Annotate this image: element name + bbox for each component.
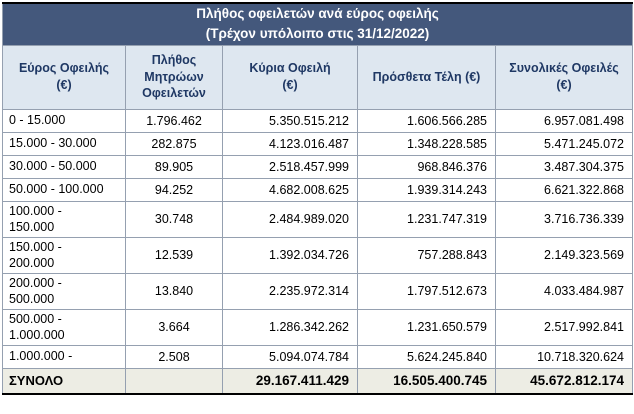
table-row: 0 - 15.000 1.796.462 5.350.515.212 1.606… [2,108,633,133]
principal-debt-cell: 1.392.034.726 [222,236,358,274]
table-row: 100.000 - 150.000 30.748 2.484.989.020 1… [2,200,633,238]
total-row: ΣΥΝΟΛΟ 29.167.411.429 16.505.400.745 45.… [2,367,633,395]
debtor-count-cell: 30.748 [125,200,223,238]
debt-range-cell: 50.000 - 100.000 [2,177,126,202]
total-debt-cell: 3.487.304.375 [495,154,633,179]
total-additional-fees-cell: 16.505.400.745 [357,367,496,395]
debt-range-cell: 150.000 - 200.000 [2,236,126,274]
table-row: 150.000 - 200.000 12.539 1.392.034.726 7… [2,236,633,274]
total-debt-cell: 6.621.322.868 [495,177,633,202]
principal-debt-cell: 5.350.515.212 [222,108,358,133]
additional-fees-cell: 1.606.566.285 [357,108,496,133]
table-row: 200.000 - 500.000 13.840 2.235.972.314 1… [2,272,633,310]
principal-debt-cell: 4.682.008.625 [222,177,358,202]
table-row: 1.000.000 - 2.508 5.094.074.784 5.624.24… [2,344,633,369]
total-label: ΣΥΝΟΛΟ [2,367,126,395]
debt-range-cell: 100.000 - 150.000 [2,200,126,238]
total-debtor-count-cell [125,367,223,395]
debtor-count-cell: 13.840 [125,272,223,310]
additional-fees-cell: 1.348.228.585 [357,131,496,156]
principal-debt-cell: 4.123.016.487 [222,131,358,156]
total-debt-cell: 5.471.245.072 [495,131,633,156]
column-header-additional-fees: Πρόσθετα Τέλη (€) [357,44,496,110]
table-title: Πλήθος οφειλετών ανά εύρος οφειλής (Τρέχ… [2,2,633,46]
table-title-line2: (Τρέχον υπόλοιπο στις 31/12/2022) [205,26,430,42]
additional-fees-cell: 968.846.376 [357,154,496,179]
principal-debt-cell: 2.484.989.020 [222,200,358,238]
total-debt-cell: 10.718.320.624 [495,344,633,369]
total-debt-cell: 2.517.992.841 [495,308,633,346]
additional-fees-cell: 1.231.747.319 [357,200,496,238]
debtor-count-cell: 282.875 [125,131,223,156]
principal-debt-cell: 5.094.074.784 [222,344,358,369]
debtor-count-cell: 94.252 [125,177,223,202]
table-title-line1: Πλήθος οφειλετών ανά εύρος οφειλής [196,6,439,21]
column-header-debtor-count: Πλήθος Μητρώων Οφειλετών [125,44,223,110]
additional-fees-cell: 1.231.650.579 [357,308,496,346]
header-row: Εύρος Οφειλής (€) Πλήθος Μητρώων Οφειλετ… [2,44,633,110]
principal-debt-cell: 2.235.972.314 [222,272,358,310]
additional-fees-cell: 5.624.245.840 [357,344,496,369]
debt-range-cell: 0 - 15.000 [2,108,126,133]
column-header-debt-range: Εύρος Οφειλής (€) [2,44,126,110]
table-row: 15.000 - 30.000 282.875 4.123.016.487 1.… [2,131,633,156]
debtor-count-cell: 89.905 [125,154,223,179]
title-row: Πλήθος οφειλετών ανά εύρος οφειλής (Τρέχ… [2,2,633,46]
total-debt-cell: 6.957.081.498 [495,108,633,133]
debtors-by-range-table: Πλήθος οφειλετών ανά εύρος οφειλής (Τρέχ… [2,2,633,395]
table-row: 500.000 - 1.000.000 3.664 1.286.342.262 … [2,308,633,346]
debt-range-cell: 500.000 - 1.000.000 [2,308,126,346]
debt-range-cell: 30.000 - 50.000 [2,154,126,179]
debt-range-cell: 15.000 - 30.000 [2,131,126,156]
total-principal-debt-cell: 29.167.411.429 [222,367,358,395]
debt-range-cell: 1.000.000 - [2,344,126,369]
table-row: 30.000 - 50.000 89.905 2.518.457.999 968… [2,154,633,179]
total-debt-cell: 3.716.736.339 [495,200,633,238]
total-debt-cell: 4.033.484.987 [495,272,633,310]
column-header-total-debt: Συνολικές Οφειλές (€) [495,44,633,110]
principal-debt-cell: 1.286.342.262 [222,308,358,346]
total-debt-cell: 2.149.323.569 [495,236,633,274]
additional-fees-cell: 757.288.843 [357,236,496,274]
debtor-count-cell: 2.508 [125,344,223,369]
table-row: 50.000 - 100.000 94.252 4.682.008.625 1.… [2,177,633,202]
additional-fees-cell: 1.797.512.673 [357,272,496,310]
principal-debt-cell: 2.518.457.999 [222,154,358,179]
additional-fees-cell: 1.939.314.243 [357,177,496,202]
debtor-count-cell: 12.539 [125,236,223,274]
total-total-debt-cell: 45.672.812.174 [495,367,633,395]
debt-range-cell: 200.000 - 500.000 [2,272,126,310]
debtor-count-cell: 3.664 [125,308,223,346]
debtor-count-cell: 1.796.462 [125,108,223,133]
column-header-principal-debt: Κύρια Οφειλή (€) [222,44,358,110]
